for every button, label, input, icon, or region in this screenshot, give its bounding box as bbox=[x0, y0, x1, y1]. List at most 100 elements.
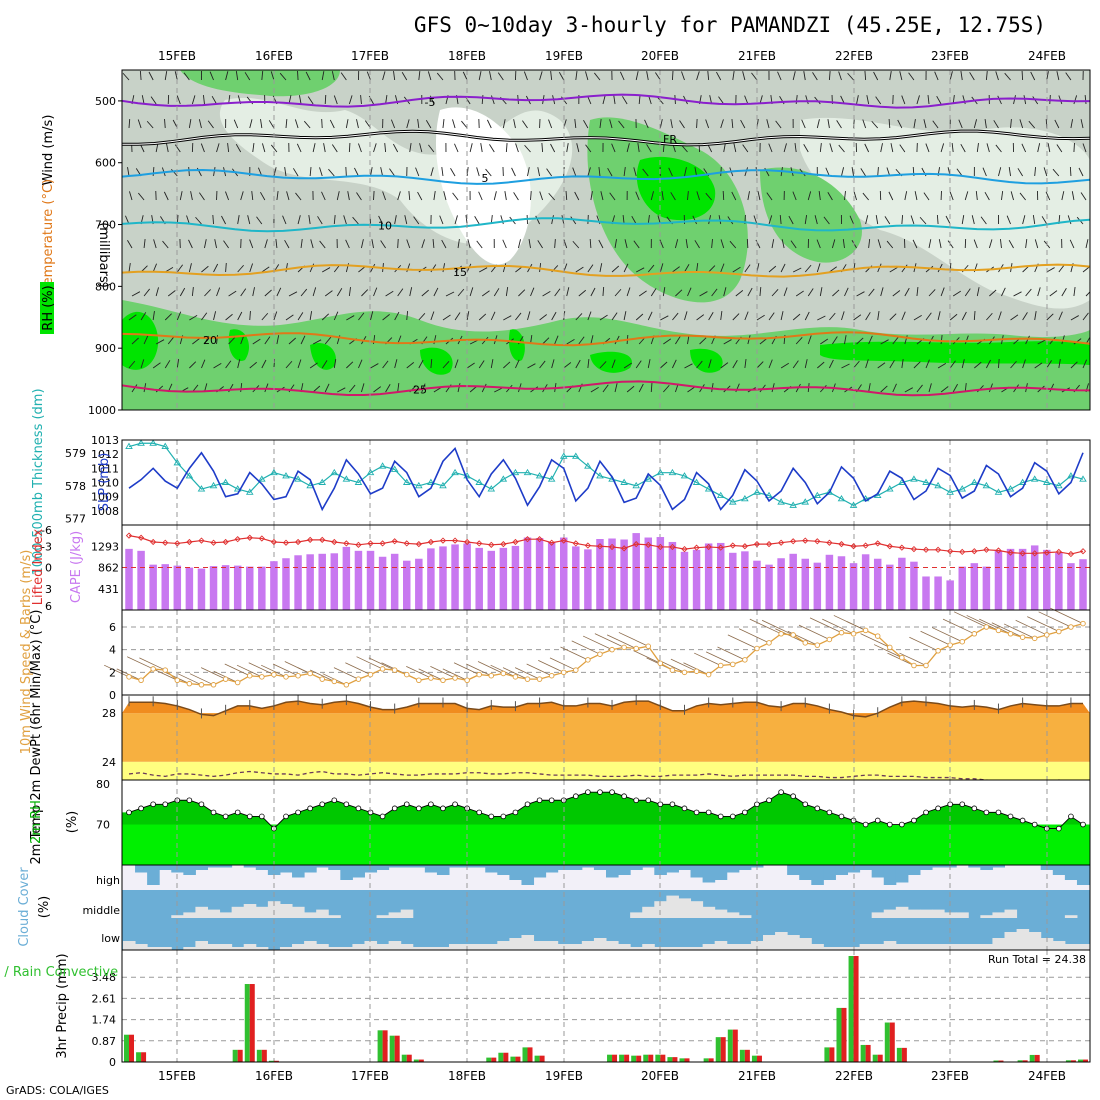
lifted-index-point bbox=[620, 545, 628, 552]
cape-bar bbox=[813, 562, 822, 610]
wind-barb bbox=[635, 313, 644, 321]
wind-barb bbox=[696, 118, 698, 129]
wind-barb bbox=[927, 95, 930, 105]
cloud-low-bar bbox=[449, 944, 462, 950]
wind-barb bbox=[153, 239, 157, 249]
cloud-middle-bar bbox=[714, 909, 728, 918]
wind-barb bbox=[348, 287, 351, 297]
wind-barb bbox=[832, 289, 840, 297]
tick-label: 1013 bbox=[91, 434, 119, 447]
wind-barb bbox=[467, 239, 471, 249]
wind-barb bbox=[491, 95, 495, 105]
cape-bar bbox=[559, 537, 568, 610]
slp-axis-label: SLP (mb) bbox=[97, 453, 112, 512]
wind-barb bbox=[385, 384, 391, 393]
wind-barb bbox=[428, 144, 435, 153]
wind-barb bbox=[1030, 71, 1036, 81]
wind-barb bbox=[264, 289, 272, 297]
wind-barb bbox=[309, 166, 312, 177]
wind-barb bbox=[452, 119, 456, 129]
precip-total-bar bbox=[1078, 1059, 1083, 1062]
wind-barb bbox=[252, 287, 255, 297]
wind-barb bbox=[766, 119, 770, 129]
wind-barb bbox=[961, 311, 967, 321]
wind-barb bbox=[805, 95, 809, 105]
wind-barb bbox=[550, 71, 553, 81]
wind-barb bbox=[131, 384, 138, 393]
cloud-low-bar bbox=[497, 941, 510, 950]
wind-barb bbox=[1034, 239, 1039, 249]
cloud-high-bar bbox=[666, 865, 679, 873]
wind-barb bbox=[214, 239, 217, 249]
rh2m-point bbox=[681, 805, 688, 812]
wind-barb bbox=[188, 239, 193, 249]
cape-bar bbox=[741, 551, 749, 610]
lifted-index-point bbox=[198, 537, 205, 544]
wind-barb bbox=[331, 71, 335, 81]
wind-barb bbox=[574, 191, 580, 201]
lifted-index-point bbox=[645, 541, 652, 548]
cape-bar bbox=[1079, 559, 1087, 610]
cloud-high-bar bbox=[509, 865, 522, 880]
cape-bar bbox=[958, 566, 966, 610]
wind-barb bbox=[358, 359, 363, 369]
cape-bar bbox=[656, 537, 665, 610]
wind10-barb bbox=[272, 663, 299, 677]
cloud-low-bar bbox=[400, 944, 414, 950]
cape-bar bbox=[294, 555, 302, 610]
wind10-speed-point bbox=[379, 666, 386, 672]
wind-barb bbox=[1061, 288, 1067, 297]
lifted-index-point bbox=[657, 543, 664, 551]
thickness-point bbox=[523, 468, 532, 476]
wind-barb bbox=[162, 240, 169, 249]
cape-bar bbox=[584, 549, 592, 610]
lifted-index-point bbox=[186, 538, 193, 546]
rh2m-point bbox=[440, 805, 446, 812]
wind10-barb bbox=[1027, 616, 1060, 632]
wind10-barb bbox=[606, 634, 637, 649]
wind-barb bbox=[720, 239, 725, 249]
cloud-middle-bar bbox=[219, 912, 233, 918]
wind-barb bbox=[356, 192, 362, 201]
wind10-speed-point bbox=[585, 657, 591, 663]
wind-barb bbox=[1043, 167, 1048, 177]
wind-barb bbox=[249, 119, 253, 129]
cape-bar bbox=[197, 568, 206, 610]
cloud-high-bar bbox=[606, 865, 619, 878]
lifted-index-point bbox=[1067, 550, 1075, 558]
rh2m-point bbox=[923, 809, 929, 816]
wind-barb bbox=[866, 95, 870, 105]
wind-barb bbox=[380, 167, 384, 177]
lifted-index-point bbox=[838, 540, 845, 548]
lifted-index-point bbox=[753, 540, 761, 548]
thickness-point bbox=[342, 475, 351, 482]
wind-barb bbox=[228, 290, 237, 297]
wind-barb bbox=[546, 168, 553, 177]
wind-barb bbox=[780, 311, 784, 321]
wind-barb bbox=[672, 312, 679, 321]
cloud-middle-bar bbox=[328, 915, 341, 918]
wind-barb bbox=[204, 239, 207, 249]
lifted-index-point bbox=[971, 548, 978, 555]
wind-barb bbox=[912, 239, 918, 249]
wind-barb bbox=[345, 119, 349, 129]
wind-barb bbox=[899, 144, 906, 153]
wind-barb bbox=[343, 215, 347, 225]
precip-convective-bar bbox=[382, 1030, 388, 1062]
wind-barb bbox=[466, 311, 470, 321]
wind-barb bbox=[493, 191, 497, 201]
wind-barb bbox=[1065, 72, 1072, 81]
wind-barb bbox=[1070, 119, 1074, 129]
wind-barb bbox=[880, 143, 883, 153]
temp2m-areas bbox=[122, 701, 1090, 780]
wind-barb bbox=[307, 96, 314, 105]
top-date-axis: 15FEB 16FEB 17FEB 18FEB 19FEB 20FEB 21FEB 22FEB… bbox=[158, 49, 1066, 63]
cloud-high-bar bbox=[171, 865, 184, 873]
wind10-speed-point bbox=[476, 671, 482, 678]
wind-barb bbox=[487, 119, 492, 129]
wind10-barb bbox=[571, 640, 601, 655]
wind-barb bbox=[490, 311, 496, 321]
date-label-bottom: 19FEB bbox=[545, 1069, 583, 1083]
